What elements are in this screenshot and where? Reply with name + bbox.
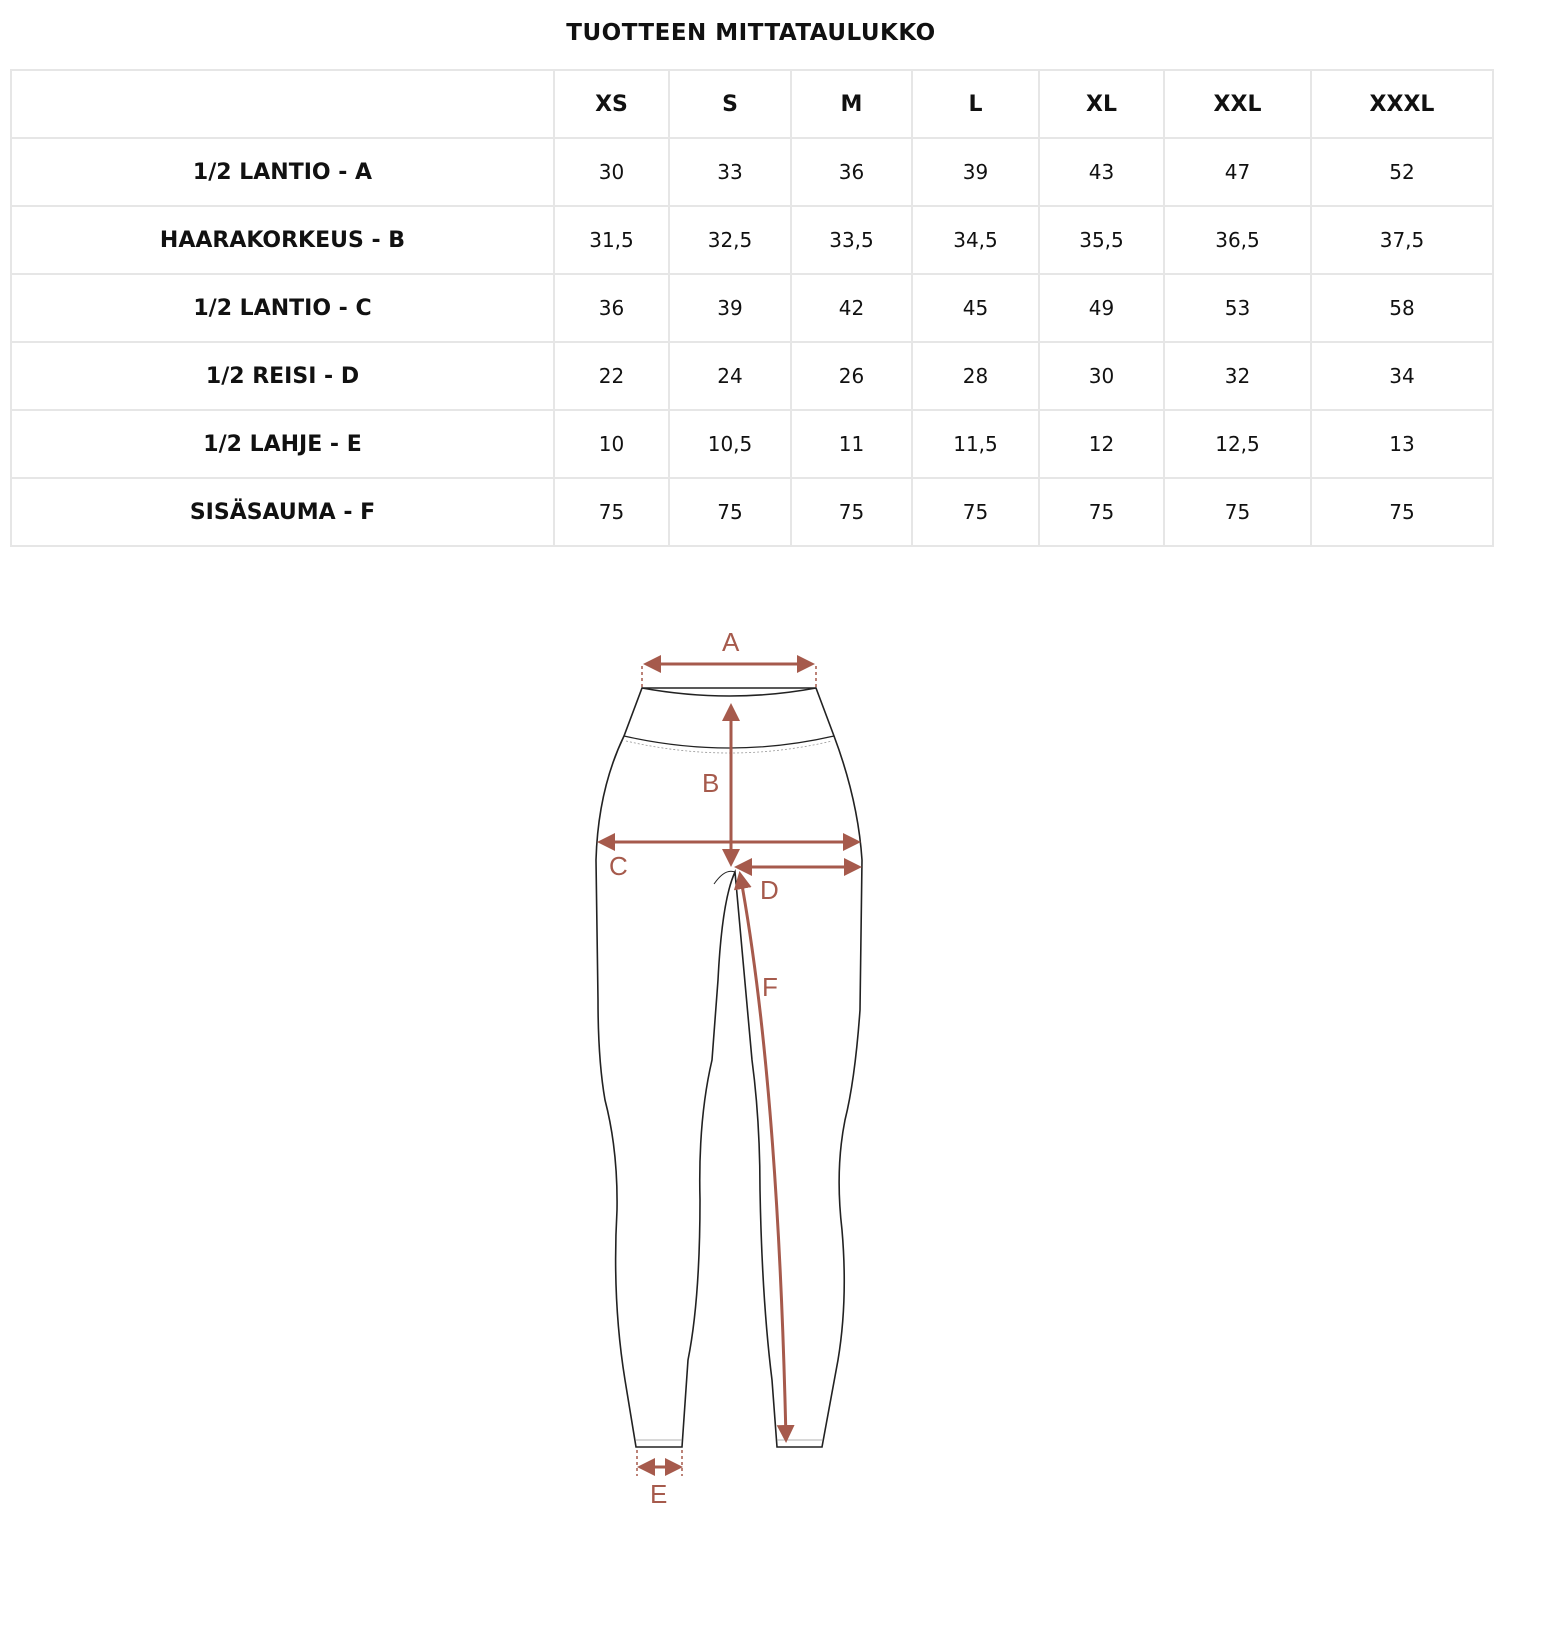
size-table: XS S M L XL XXL XXXL 1/2 LANTIO - A 30 33 3…	[10, 69, 1494, 547]
row-label: 1/2 REISI - D	[10, 341, 555, 411]
table-header-row: XS S M L XL XXL XXXL	[10, 69, 1494, 139]
measurement-cell: 75	[1163, 477, 1312, 547]
measurement-cell: 75	[1038, 477, 1165, 547]
table-row: SISÄSAUMA - F 75 75 75 75 75 75 75	[10, 477, 1494, 547]
measurement-cell: 36	[553, 273, 670, 343]
table-row: 1/2 LANTIO - C 36 39 42 45 49 53 58	[10, 273, 1494, 343]
measurement-cell: 11,5	[911, 409, 1040, 479]
measurement-cell: 36,5	[1163, 205, 1312, 275]
measurement-cell: 35,5	[1038, 205, 1165, 275]
leggings-outline	[595, 687, 863, 1448]
label-f: F	[762, 972, 778, 1002]
label-d: D	[760, 875, 779, 905]
measurement-cell: 34,5	[911, 205, 1040, 275]
measurement-cell: 43	[1038, 137, 1165, 207]
measurement-cell: 33,5	[790, 205, 913, 275]
header-size: L	[911, 69, 1040, 139]
header-size: XXL	[1163, 69, 1312, 139]
measurement-cell: 39	[668, 273, 792, 343]
row-label: 1/2 LANTIO - A	[10, 137, 555, 207]
measurement-cell: 45	[911, 273, 1040, 343]
label-a: A	[722, 627, 740, 657]
measurement-cell: 75	[553, 477, 670, 547]
header-empty	[10, 69, 555, 139]
measurement-cell: 52	[1310, 137, 1494, 207]
measurement-cell: 32,5	[668, 205, 792, 275]
row-label: SISÄSAUMA - F	[10, 477, 555, 547]
page-title: TUOTTEEN MITTATAULUKKO	[566, 20, 936, 46]
label-b: B	[702, 768, 719, 798]
label-c: C	[609, 851, 628, 881]
measurement-cell: 75	[790, 477, 913, 547]
row-label: HAARAKORKEUS - B	[10, 205, 555, 275]
measurement-cell: 75	[1310, 477, 1494, 547]
measurement-cell: 30	[1038, 341, 1165, 411]
measurement-cell: 13	[1310, 409, 1494, 479]
header-size: XS	[553, 69, 670, 139]
header-size: XXXL	[1310, 69, 1494, 139]
measurement-cell: 26	[790, 341, 913, 411]
measurement-cell: 47	[1163, 137, 1312, 207]
measurement-cell: 28	[911, 341, 1040, 411]
measurement-cell: 34	[1310, 341, 1494, 411]
table-row: 1/2 LANTIO - A 30 33 36 39 43 47 52	[10, 137, 1494, 207]
measurement-cell: 42	[790, 273, 913, 343]
measurement-cell: 49	[1038, 273, 1165, 343]
measurement-cell: 11	[790, 409, 913, 479]
measurement-arrows	[597, 655, 862, 1476]
table-row: 1/2 REISI - D 22 24 26 28 30 32 34	[10, 341, 1494, 411]
measurement-cell: 37,5	[1310, 205, 1494, 275]
measurement-cell: 12	[1038, 409, 1165, 479]
measurement-cell: 31,5	[553, 205, 670, 275]
measurement-cell: 32	[1163, 341, 1312, 411]
measurement-cell: 53	[1163, 273, 1312, 343]
measurement-cell: 75	[668, 477, 792, 547]
table-row: 1/2 LAHJE - E 10 10,5 11 11,5 12 12,5 13	[10, 409, 1494, 479]
measurement-cell: 58	[1310, 273, 1494, 343]
measurement-cell: 39	[911, 137, 1040, 207]
measurement-cell: 33	[668, 137, 792, 207]
header-size: XL	[1038, 69, 1165, 139]
measurement-cell: 10	[553, 409, 670, 479]
header-size: S	[668, 69, 792, 139]
measurement-cell: 30	[553, 137, 670, 207]
label-e: E	[650, 1479, 667, 1509]
measurement-cell: 10,5	[668, 409, 792, 479]
measurement-cell: 24	[668, 341, 792, 411]
measurement-cell: 12,5	[1163, 409, 1312, 479]
row-label: 1/2 LANTIO - C	[10, 273, 555, 343]
arrow-f	[733, 871, 795, 1443]
measurement-cell: 36	[790, 137, 913, 207]
measurement-cell: 22	[553, 341, 670, 411]
table-row: HAARAKORKEUS - B 31,5 32,5 33,5 34,5 35,5 36,5…	[10, 205, 1494, 275]
header-size: M	[790, 69, 913, 139]
row-label: 1/2 LAHJE - E	[10, 409, 555, 479]
measurement-cell: 75	[911, 477, 1040, 547]
